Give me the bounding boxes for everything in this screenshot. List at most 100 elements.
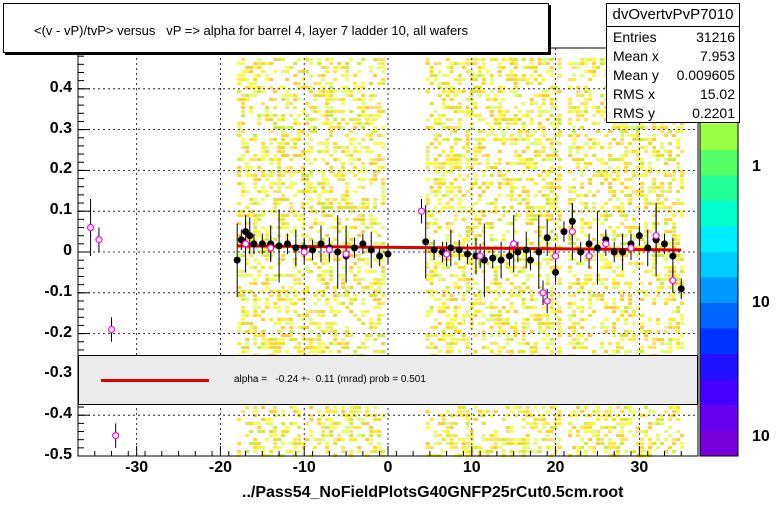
density-cell [269, 434, 274, 437]
density-cell [433, 170, 438, 173]
density-cell [652, 302, 657, 305]
density-cell [381, 58, 386, 61]
density-cell [676, 410, 681, 413]
density-cell [568, 270, 573, 273]
density-cell [656, 202, 661, 205]
density-cell [572, 106, 577, 109]
density-cell [237, 342, 242, 345]
density-cell [357, 98, 362, 101]
density-cell [545, 154, 550, 157]
density-cell [289, 302, 294, 305]
density-cell [285, 294, 290, 297]
density-cell [257, 250, 262, 253]
density-cell [481, 422, 486, 425]
density-cell [361, 298, 366, 301]
density-cell [461, 410, 466, 413]
density-cell [329, 126, 334, 129]
density-cell [437, 166, 442, 169]
density-cell [293, 310, 298, 313]
density-cell [265, 286, 270, 289]
density-cell [604, 170, 609, 173]
density-cell [628, 422, 633, 425]
density-cell [672, 450, 677, 453]
density-cell [321, 294, 326, 297]
density-cell [349, 170, 354, 173]
density-cell [349, 202, 354, 205]
density-cell [353, 414, 358, 417]
density-cell [497, 62, 502, 65]
density-cell [644, 174, 649, 177]
density-cell [329, 350, 334, 353]
density-cell [449, 170, 454, 173]
density-cell [237, 74, 242, 77]
density-cell [305, 190, 310, 193]
density-cell [237, 158, 242, 161]
density-cell [580, 114, 585, 117]
density-cell [580, 210, 585, 213]
density-cell [572, 134, 577, 137]
density-cell [301, 130, 306, 133]
density-cell [313, 98, 318, 101]
density-cell [584, 338, 589, 341]
density-cell [485, 286, 490, 289]
density-cell [584, 430, 589, 433]
density-cell [253, 438, 258, 441]
density-cell [509, 326, 514, 329]
density-cell [549, 446, 554, 449]
density-cell [541, 126, 546, 129]
density-cell [245, 262, 250, 265]
density-cell [453, 326, 458, 329]
density-cell [672, 202, 677, 205]
density-cell [521, 186, 526, 189]
density-cell [273, 154, 278, 157]
density-cell [537, 314, 542, 317]
density-cell [576, 134, 581, 137]
density-cell [632, 338, 637, 341]
density-cell [361, 258, 366, 261]
density-cell [345, 346, 350, 349]
density-cell [269, 174, 274, 177]
density-cell [549, 238, 554, 241]
density-cell [381, 242, 386, 245]
density-cell [349, 254, 354, 257]
density-cell [580, 158, 585, 161]
density-cell [553, 150, 558, 153]
density-cell [445, 194, 450, 197]
density-cell [572, 338, 577, 341]
density-cell [481, 90, 486, 93]
density-cell [497, 330, 502, 333]
density-cell [373, 446, 378, 449]
density-cell [381, 314, 386, 317]
density-cell [241, 78, 246, 81]
density-cell [425, 422, 430, 425]
density-cell [321, 258, 326, 261]
density-cell [521, 58, 526, 61]
density-cell [449, 442, 454, 445]
density-cell [333, 218, 338, 221]
density-cell [505, 126, 510, 129]
density-cell [676, 306, 681, 309]
density-cell [281, 70, 286, 73]
density-cell [357, 418, 362, 421]
density-cell [509, 294, 514, 297]
density-cell [652, 222, 657, 225]
density-cell [257, 298, 262, 301]
density-cell [620, 158, 625, 161]
density-cell [317, 230, 322, 233]
density-cell [620, 138, 625, 141]
density-cell [549, 86, 554, 89]
density-cell [588, 146, 593, 149]
density-cell [469, 186, 474, 189]
density-cell [517, 214, 522, 217]
density-cell [541, 214, 546, 217]
density-cell [636, 226, 641, 229]
data-point-black [430, 246, 438, 254]
density-cell [333, 210, 338, 213]
density-cell [437, 94, 442, 97]
density-cell [333, 334, 338, 337]
density-cell [337, 178, 342, 181]
density-cell [265, 146, 270, 149]
density-cell [509, 186, 514, 189]
density-cell [461, 270, 466, 273]
density-cell [537, 94, 542, 97]
